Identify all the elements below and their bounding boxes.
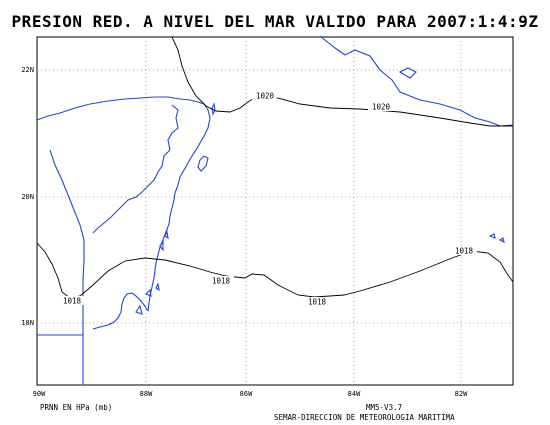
contour-label-1020b: 1020: [372, 103, 391, 112]
guatemala-belize-border: [37, 322, 84, 385]
lon-label-82w: 82W: [455, 390, 468, 398]
lat-label-18n: 18N: [21, 319, 34, 327]
label-bg: [305, 297, 330, 306]
contour-label-1020a: 1020: [256, 92, 275, 101]
contour-label-1018d: 1018: [455, 247, 474, 256]
lon-label-90w: 90W: [33, 390, 46, 398]
units-label: PRNN EN HPa (mb): [40, 403, 112, 412]
credit-line: SEMAR-DIRECCION DE METEOROLOGIA MARITIMA: [274, 413, 455, 422]
longitude-labels: 90W 88W 86W 84W 82W: [33, 390, 468, 398]
map-title: PRESION RED. A NIVEL DEL MAR VALIDO PARA…: [12, 12, 539, 31]
graticule: [37, 37, 513, 385]
belize-cays: [135, 240, 164, 315]
coastline: [36, 35, 514, 385]
model-version: MM5-V3.7: [366, 403, 402, 412]
label-bg: [60, 296, 85, 305]
yucatan-east-coast: [147, 117, 211, 312]
lon-label-88w: 88W: [140, 390, 153, 398]
label-bg: [209, 276, 234, 285]
swan-islands: [488, 233, 505, 244]
lon-label-86w: 86W: [240, 390, 253, 398]
lon-label-84w: 84W: [348, 390, 361, 398]
latitude-labels: 22N 20N 18N: [21, 66, 34, 327]
map-frame: [36, 36, 514, 386]
contour-label-1018c: 1018: [308, 298, 327, 307]
lat-label-22n: 22N: [21, 66, 34, 74]
belize-coast: [92, 292, 149, 330]
cuba-coast: [319, 35, 514, 127]
state-border: [92, 104, 179, 234]
contour-label-1018a: 1018: [63, 297, 82, 306]
cozumel-island: [197, 155, 209, 172]
contour-labels: 1020 1020 1018 1018 1018 1018: [60, 91, 477, 307]
label-bg: [452, 246, 477, 255]
country-border: [49, 149, 85, 322]
label-bg: [368, 102, 393, 111]
label-bg: [252, 91, 277, 100]
lat-label-20n: 20N: [21, 193, 34, 201]
banco-chinchorro: [164, 230, 169, 240]
contour-label-1018b: 1018: [212, 277, 231, 286]
yucatan-north-coast: [36, 96, 211, 121]
isla-de-la-juventud: [398, 67, 417, 79]
